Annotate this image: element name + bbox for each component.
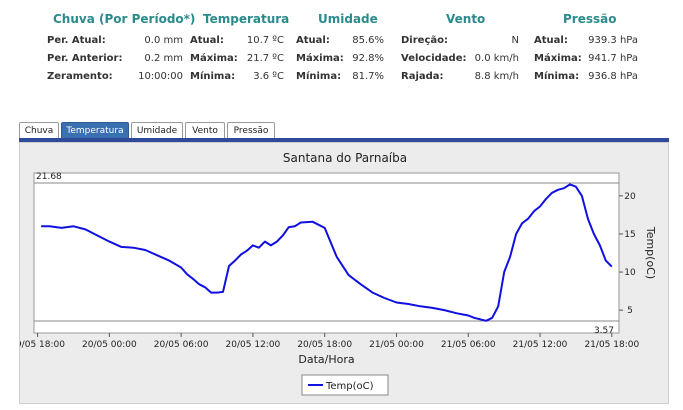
stats-group-title: Umidade	[318, 12, 378, 26]
tab-bar-underline	[19, 138, 669, 142]
y-tick-label: 10	[624, 268, 636, 278]
x-axis-label: Data/Hora	[298, 353, 354, 366]
series-line-temp	[41, 183, 613, 322]
x-tick-label: 20/05 18:00	[297, 340, 352, 350]
plot-area	[33, 172, 620, 334]
stats-value: 8.8 km/h	[474, 71, 519, 82]
y-axis-label: Temp(oC)	[644, 226, 657, 279]
chart-panel: Santana do Parnaíba 21.68 3.57 5 10 15 20 Temp(…	[19, 142, 669, 404]
x-tick-label: 21/05 00:00	[369, 340, 424, 350]
y-tick-label: 5	[627, 306, 633, 316]
stats-label: Mínima:	[296, 71, 342, 82]
x-tick-label: 21/05 18:00	[584, 340, 639, 350]
tab-pressao[interactable]: Pressão	[227, 122, 275, 138]
stats-label: Per. Atual:	[47, 35, 106, 46]
stats-value: 21.7 ºC	[246, 53, 284, 64]
stats-label: Rajada:	[401, 71, 444, 82]
chart-title: Santana do Parnaíba	[283, 151, 407, 165]
tab-vento[interactable]: Vento	[185, 122, 225, 138]
stats-value: 939.3 hPa	[588, 35, 638, 46]
stats-label: Atual:	[296, 35, 330, 46]
stats-value: 92.8%	[352, 53, 384, 64]
stats-group-title: Pressão	[563, 12, 617, 26]
x-tick-label: 21/05 06:00	[441, 340, 496, 350]
stats-value: 0.0 km/h	[474, 53, 519, 64]
legend-label: Temp(oC)	[325, 381, 374, 392]
stats-label: Máxima:	[534, 53, 582, 64]
stats-label: Máxima:	[296, 53, 344, 64]
max-line-label: 21.68	[36, 172, 62, 182]
stats-value: 3.6 ºC	[253, 71, 284, 82]
stats-label: Direção:	[401, 35, 448, 46]
tab-umidade[interactable]: Umidade	[131, 122, 183, 138]
x-tick-label: 20/05 06:00	[154, 340, 209, 350]
tab-temperatura[interactable]: Temperatura	[61, 122, 129, 138]
stats-value: 0.0 mm	[144, 35, 183, 46]
x-tick-label: 19/05 18:00	[20, 340, 65, 350]
stats-value: 81.7%	[352, 71, 384, 82]
x-tick-label: 21/05 12:00	[513, 340, 568, 350]
stats-group-title: Temperatura	[203, 12, 290, 26]
x-tick-label: 20/05 00:00	[82, 340, 137, 350]
stats-label: Mínima:	[534, 71, 580, 82]
stats-group-title: Chuva (Por Período*)	[53, 12, 196, 26]
y-tick-label: 15	[624, 230, 635, 240]
min-line-label: 3.57	[594, 326, 614, 336]
stats-value: 941.7 hPa	[588, 53, 638, 64]
stats-label: Atual:	[190, 35, 224, 46]
y-tick-label: 20	[624, 192, 636, 202]
stats-group-title: Vento	[446, 12, 486, 26]
stats-label: Mínima:	[190, 71, 236, 82]
temperature-chart: Santana do Parnaíba 21.68 3.57 5 10 15 20 Temp(…	[20, 151, 657, 396]
stats-value: 0.2 mm	[144, 53, 183, 64]
legend-box	[301, 374, 389, 396]
stats-value: 10.7 ºC	[246, 35, 284, 46]
stats-label: Per. Anterior:	[47, 53, 123, 64]
stats-value: N	[511, 35, 519, 46]
stats-value: 10:00:00	[138, 71, 183, 82]
stats-label: Velocidade:	[401, 53, 467, 64]
stats-label: Zeramento:	[47, 71, 113, 82]
stats-panel: Chuva (Por Período*) Per. Atual: 0.0 mm Per…	[0, 8, 683, 103]
tab-chuva[interactable]: Chuva	[19, 122, 59, 138]
stats-value: 85.6%	[352, 35, 384, 46]
x-tick-label: 20/05 12:00	[226, 340, 281, 350]
stats-value: 936.8 hPa	[588, 71, 638, 82]
stats-label: Atual:	[534, 35, 568, 46]
stats-label: Máxima:	[190, 53, 238, 64]
